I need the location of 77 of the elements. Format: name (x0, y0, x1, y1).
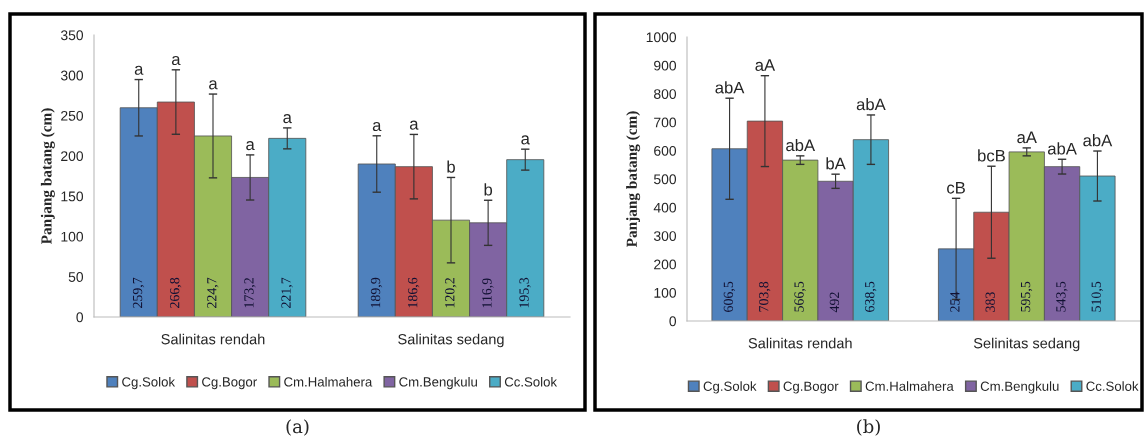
y-axis-title: Panjang batang (cm) (626, 111, 641, 248)
y-tick-label: 150 (61, 191, 84, 202)
y-tick-label: 500 (653, 174, 677, 185)
annotation: a (521, 135, 530, 145)
annotation: a (372, 121, 382, 132)
y-tick-label: 200 (61, 151, 84, 162)
annotation: b (447, 160, 455, 173)
annotation: aA (1017, 131, 1037, 144)
data-label: 492 (829, 292, 840, 313)
y-tick-label: 700 (654, 117, 677, 128)
legend-label: Cc.Solok (504, 376, 558, 387)
x-tick-label: Selinitas sedang (973, 337, 1080, 352)
data-label: 703,8 (759, 281, 771, 312)
x-tick-label: Salinitas sedang (398, 333, 504, 348)
legend-label: Cm.Halmahera (284, 376, 373, 387)
y-axis-title: Panjang batang (cm) (40, 108, 55, 245)
legend-label: Cm.Bengkulu (980, 381, 1059, 394)
data-label: 189,9 (370, 277, 383, 308)
y-tick-label: 300 (60, 70, 84, 81)
data-label: 510,5 (1091, 281, 1103, 312)
data-label: 186,6 (407, 277, 420, 308)
annotation: abA (786, 138, 816, 152)
y-tick-label: 400 (653, 202, 677, 213)
data-label: 383 (985, 292, 995, 312)
annotation: a (134, 65, 144, 75)
data-label: 224,7 (207, 277, 219, 308)
y-tick-label: 50 (68, 272, 84, 282)
annotation: a (246, 141, 255, 151)
y-tick-label: 200 (654, 259, 677, 270)
x-tick-label: Salinitas rendah (161, 333, 265, 345)
legend-label: Cm.Halmahera (865, 381, 954, 391)
data-label: 195,3 (519, 277, 531, 308)
legend-label: Cg.Bogor (202, 377, 257, 390)
annotation: abA (856, 98, 886, 111)
legend-label: Cg.Bogor (783, 381, 839, 394)
annotation: bA (826, 157, 846, 170)
data-label: 638,5 (865, 281, 877, 312)
annotation: a (171, 55, 181, 66)
legend-label: Cg.Solok (703, 381, 757, 394)
data-label: 173,2 (244, 278, 256, 308)
data-label: 595,5 (1020, 281, 1033, 312)
annotation: cB (947, 182, 965, 194)
legend-label: Cc.Solok (1086, 381, 1139, 391)
y-tick-label: 600 (654, 145, 677, 156)
text: (b) (857, 419, 880, 436)
y-tick-label: 0 (76, 312, 84, 323)
annotation: bcB (978, 149, 1005, 162)
data-label: 221,7 (281, 277, 293, 308)
annotation: abA (715, 81, 745, 94)
data-label: 543,5 (1056, 281, 1068, 312)
y-tick-label: 350 (60, 30, 84, 41)
y-tick-label: 1000 (646, 32, 677, 43)
y-tick-label: 100 (61, 231, 84, 242)
y-tick-label: 100 (654, 287, 677, 298)
y-tick-label: 300 (653, 231, 677, 241)
data-label: 116,9 (482, 278, 494, 308)
annotation: a (409, 120, 419, 130)
y-tick-label: 900 (654, 60, 677, 71)
y-tick-label: 0 (669, 316, 677, 327)
text: (a) (286, 419, 309, 436)
annotation: aA (755, 59, 776, 71)
data-label: 566,5 (794, 281, 806, 312)
annotation: a (209, 80, 218, 90)
x-tick-label: Salinitas rendah (748, 337, 852, 349)
data-label: 259,7 (132, 277, 145, 308)
annotation: abA (1083, 134, 1113, 147)
annotation: a (283, 114, 292, 124)
data-label: 266,8 (169, 277, 182, 308)
annotation: abA (1047, 142, 1077, 155)
legend-label: Cm.Bengkulu (399, 376, 477, 390)
y-tick-label: 800 (654, 89, 677, 99)
y-tick-label: 250 (61, 110, 84, 121)
data-label: 254 (950, 291, 960, 312)
annotation: b (484, 183, 493, 196)
data-label: 120,2 (445, 278, 457, 308)
data-label: 606,5 (723, 281, 736, 312)
legend-label: Cg.Solok (122, 376, 176, 390)
